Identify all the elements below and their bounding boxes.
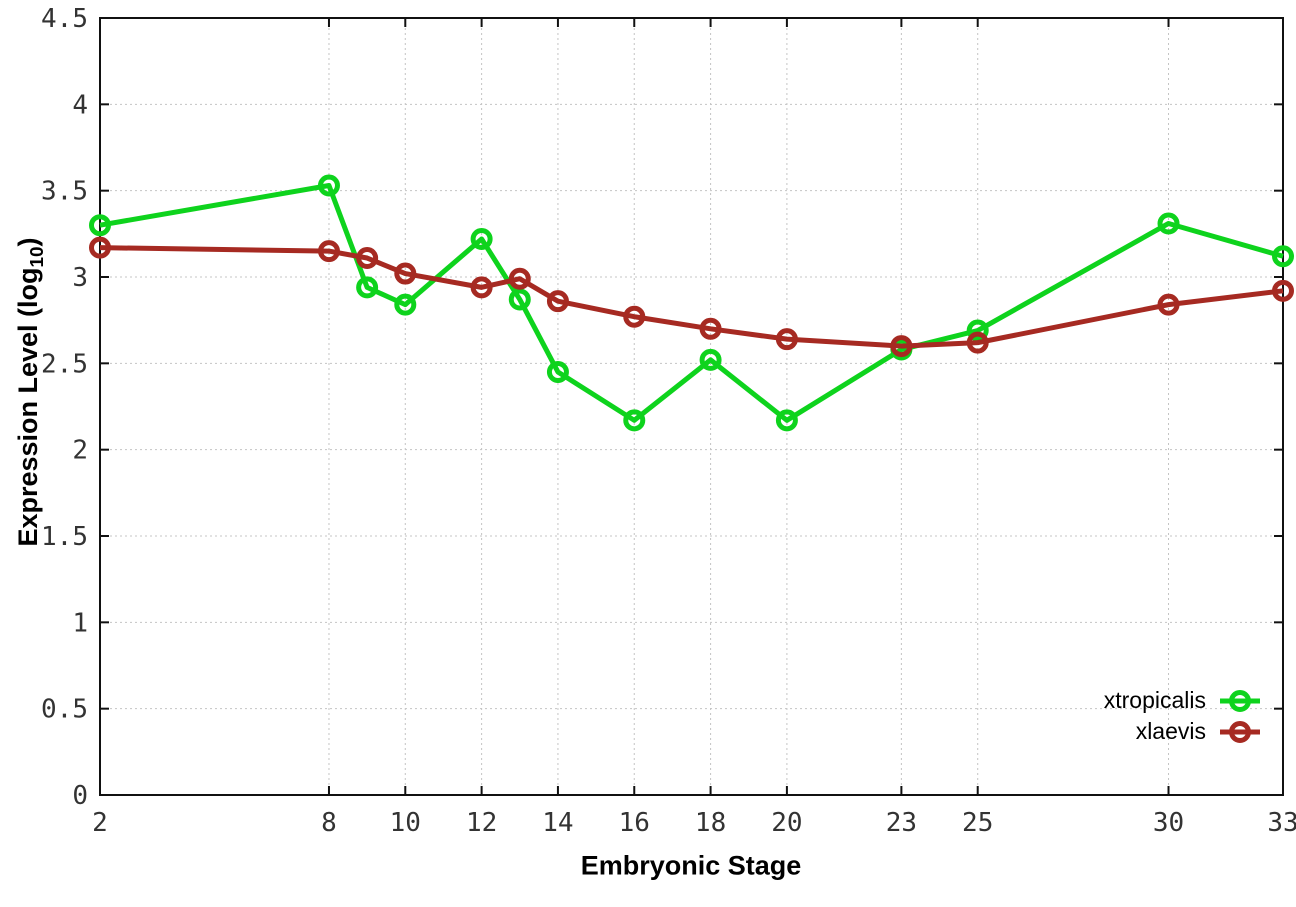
data-point-xlaevis	[356, 247, 379, 270]
x-tick-label: 20	[771, 808, 802, 838]
y-tick-label: 3.5	[41, 177, 88, 207]
x-tick-label: 2	[92, 808, 108, 838]
data-point-xtropicalis	[699, 348, 722, 371]
y-tick-label: 1.5	[41, 522, 88, 552]
series-line-xtropicalis	[99, 182, 1284, 423]
data-point-xlaevis	[470, 276, 493, 299]
y-tick-label: 1	[72, 608, 88, 638]
data-point-xtropicalis	[623, 409, 646, 432]
y-tick-label: 4.5	[41, 4, 88, 34]
x-tick-label: 25	[962, 808, 993, 838]
y-tick-label: 0.5	[41, 695, 88, 725]
data-point-xlaevis	[1272, 279, 1294, 302]
data-point-xlaevis	[890, 335, 913, 358]
data-point-xlaevis	[699, 317, 722, 340]
y-axis-title-close: )	[13, 237, 44, 247]
x-tick-label: 16	[619, 808, 650, 838]
data-point-xtropicalis	[470, 228, 493, 251]
x-tick-label: 8	[321, 808, 337, 838]
legend-circle-marker	[1229, 689, 1251, 712]
legend-item-xlaevis: xlaevis	[1136, 718, 1262, 745]
series-line-xlaevis	[99, 245, 1284, 349]
data-point-xlaevis	[546, 290, 569, 313]
x-tick-label: 12	[466, 808, 497, 838]
x-tick-label: 18	[695, 808, 726, 838]
y-tick-label: 3	[72, 263, 88, 293]
y-axis-title: Expression Level (log10)	[13, 237, 49, 546]
x-tick-label: 10	[390, 808, 421, 838]
legend-circle-marker	[1229, 720, 1251, 743]
data-point-xlaevis	[966, 331, 989, 354]
x-tick-label: 33	[1267, 808, 1296, 838]
data-point-xtropicalis	[1272, 245, 1294, 268]
data-point-xtropicalis	[89, 214, 111, 237]
plot-border	[99, 17, 1284, 796]
data-point-xtropicalis	[775, 409, 798, 432]
legend-marker-icon	[1220, 720, 1260, 743]
data-point-xtropicalis	[1157, 212, 1180, 235]
x-tick-label: 23	[886, 808, 917, 838]
y-axis-title-text: Expression Level (log	[13, 267, 44, 547]
legend-marker-icon	[1220, 689, 1260, 712]
data-point-xlaevis	[623, 305, 646, 328]
data-point-xtropicalis	[546, 360, 569, 383]
data-point-xtropicalis	[317, 174, 340, 197]
legend: xtropicalis xlaevis	[1104, 687, 1262, 745]
y-tick-label: 2.5	[41, 349, 88, 379]
x-tick-label: 14	[542, 808, 573, 838]
x-axis-title: Embryonic Stage	[580, 850, 802, 881]
x-tick-label: 30	[1153, 808, 1184, 838]
data-point-xtropicalis	[394, 293, 417, 316]
data-point-xlaevis	[317, 240, 340, 263]
data-point-xlaevis	[1157, 293, 1180, 316]
y-tick-label: 2	[72, 436, 88, 466]
data-point-xlaevis	[508, 267, 531, 290]
data-point-xtropicalis	[356, 276, 379, 299]
data-point-xlaevis	[394, 262, 417, 285]
data-point-xlaevis	[775, 328, 798, 351]
y-tick-label: 0	[72, 781, 88, 811]
data-point-xtropicalis	[966, 319, 989, 342]
legend-label-xlaevis: xlaevis	[1135, 718, 1206, 744]
y-axis-title-subscript: 10	[26, 246, 48, 268]
y-tick-label: 4	[72, 90, 88, 120]
data-point-xtropicalis	[508, 288, 531, 311]
legend-item-xtropicalis: xtropicalis	[1104, 687, 1262, 714]
data-point-xlaevis	[89, 236, 111, 259]
legend-label-xtropicalis: xtropicalis	[1103, 687, 1206, 713]
